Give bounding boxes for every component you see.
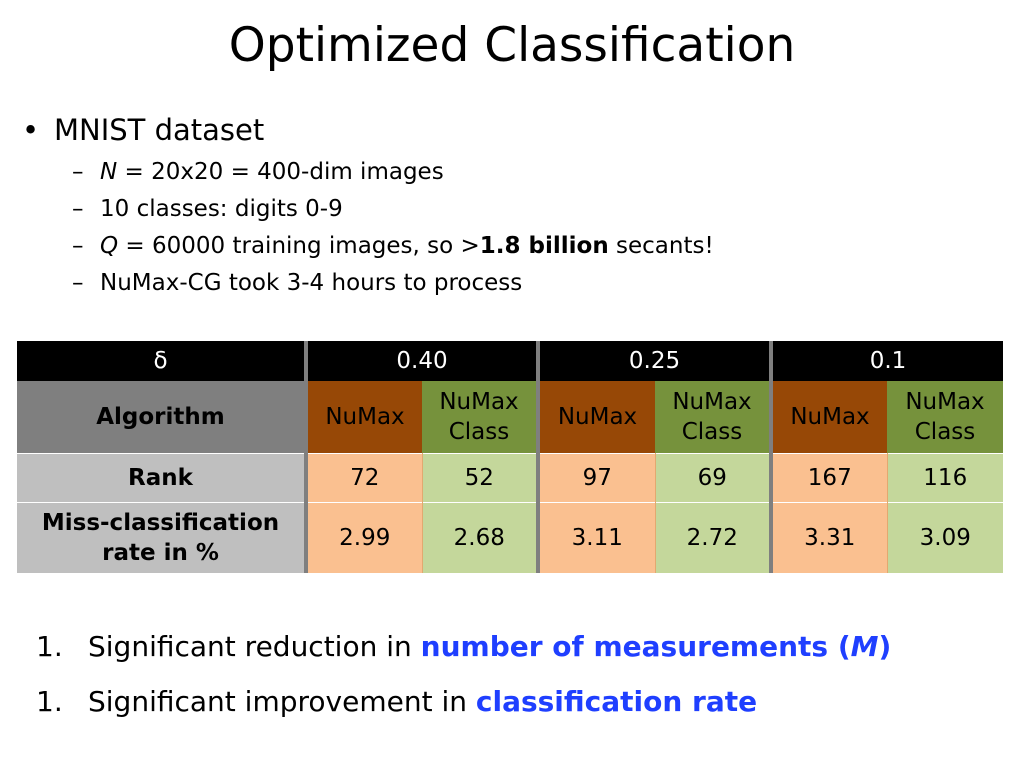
- bullet-marker: •: [22, 113, 40, 147]
- sub-bullet-text: 10 classes: digits 0-9: [100, 196, 343, 222]
- table-cell: 3.31: [769, 502, 888, 573]
- table-cell: 72: [304, 453, 423, 503]
- algo-class-line1: NuMax: [439, 389, 519, 415]
- miss-rate-row: Miss-classification rate in % 2.99 2.68 3…: [17, 502, 1004, 573]
- table-cell: 116: [887, 453, 1004, 503]
- sub-bullet-text: = 20x20 = 400-dim images: [117, 159, 444, 185]
- highlight-text-end: ): [878, 630, 892, 663]
- table-cell: 52: [422, 453, 538, 503]
- dash-marker: –: [72, 270, 84, 296]
- delta-header-cell: 0.1: [768, 341, 1004, 381]
- algo-class-line2: Class: [914, 419, 976, 445]
- table-cell: 69: [655, 453, 771, 503]
- delta-header-cell: 0.40: [304, 341, 538, 381]
- sub-bullet-list: – N = 20x20 = 400-dim images –10 classes:…: [72, 157, 714, 305]
- algo-class-line1: NuMax: [905, 389, 985, 415]
- algo-class-line2: Class: [681, 419, 743, 445]
- conclusion-list-2: 1. Significant improvement in classificat…: [36, 685, 757, 718]
- conclusion-text: Significant reduction in: [88, 630, 421, 663]
- conclusion-highlight: number of measurements (M): [421, 630, 892, 663]
- table-cell: 3.09: [887, 502, 1004, 573]
- rank-row: Rank 72 52 97 69 167 116: [17, 453, 1004, 503]
- miss-label-line1: Miss-classification: [41, 510, 280, 536]
- sub-bullet-item: – N = 20x20 = 400-dim images: [72, 157, 714, 194]
- slide-title: Optimized Classification: [228, 18, 796, 73]
- algorithm-row: Algorithm NuMax NuMax Class NuMax NuMax Cl…: [17, 381, 1004, 454]
- table-cell: 2.68: [422, 502, 538, 573]
- variable-q: Q: [100, 233, 119, 259]
- algo-cell-numax: NuMax: [304, 381, 422, 454]
- conclusion-number: 1.: [36, 630, 63, 663]
- table-cell: 2.72: [655, 502, 771, 573]
- sub-bullet-item: – Q = 60000 training images, so >1.8 bill…: [72, 231, 714, 268]
- conclusion-item: 1. Significant improvement in classificat…: [36, 685, 757, 718]
- row-label-miss-rate: Miss-classification rate in %: [17, 502, 306, 573]
- main-bullet-text: MNIST dataset: [54, 113, 265, 147]
- conclusion-list: 1. Significant reduction in number of mea…: [36, 630, 891, 663]
- delta-header-cell: 0.25: [536, 341, 771, 381]
- sub-bullet-item: – NuMax-CG took 3-4 hours to process: [72, 268, 714, 305]
- highlight-text: number of measurements (: [420, 630, 851, 663]
- algo-cell-numax: NuMax: [536, 381, 655, 454]
- results-table: δ 0.40 0.25 0.1 Algorithm NuMax NuMax Cla…: [17, 341, 1004, 573]
- dash-marker: –: [72, 159, 84, 185]
- dash-marker: –: [72, 233, 84, 259]
- conclusion-number: 1.: [36, 685, 63, 718]
- variable-m: M: [850, 630, 879, 663]
- dash-marker: –: [72, 196, 84, 222]
- sub-bullet-item: –10 classes: digits 0-9: [72, 194, 714, 231]
- delta-header-row: δ 0.40 0.25 0.1: [17, 341, 1004, 381]
- table-cell: 167: [769, 453, 888, 503]
- algo-cell-numax-class: NuMax Class: [422, 381, 538, 454]
- table-cell: 97: [536, 453, 656, 503]
- conclusion-item: 1. Significant reduction in number of mea…: [36, 630, 891, 663]
- algo-cell-numax-class: NuMax Class: [655, 381, 771, 454]
- row-label-rank: Rank: [17, 453, 306, 503]
- conclusion-highlight: classification rate: [475, 685, 758, 718]
- row-label-algorithm: Algorithm: [17, 381, 306, 454]
- algo-cell-numax-class: NuMax Class: [887, 381, 1004, 454]
- algo-class-line1: NuMax: [672, 389, 752, 415]
- algo-class-line2: Class: [448, 419, 510, 445]
- conclusion-text: Significant improvement in: [88, 685, 476, 718]
- delta-label: δ: [17, 341, 306, 381]
- variable-n: N: [100, 159, 118, 185]
- main-bullet: • MNIST dataset: [22, 113, 264, 147]
- table-cell: 3.11: [536, 502, 656, 573]
- miss-label-line2: rate in %: [102, 540, 219, 566]
- sub-bullet-text: = 60000 training images, so >: [118, 233, 480, 259]
- bold-secant-count: 1.8 billion: [479, 233, 609, 259]
- table-cell: 2.99: [304, 502, 423, 573]
- sub-bullet-text: NuMax-CG took 3-4 hours to process: [100, 270, 523, 296]
- algo-cell-numax: NuMax: [769, 381, 887, 454]
- sub-bullet-text-end: secants!: [608, 233, 714, 259]
